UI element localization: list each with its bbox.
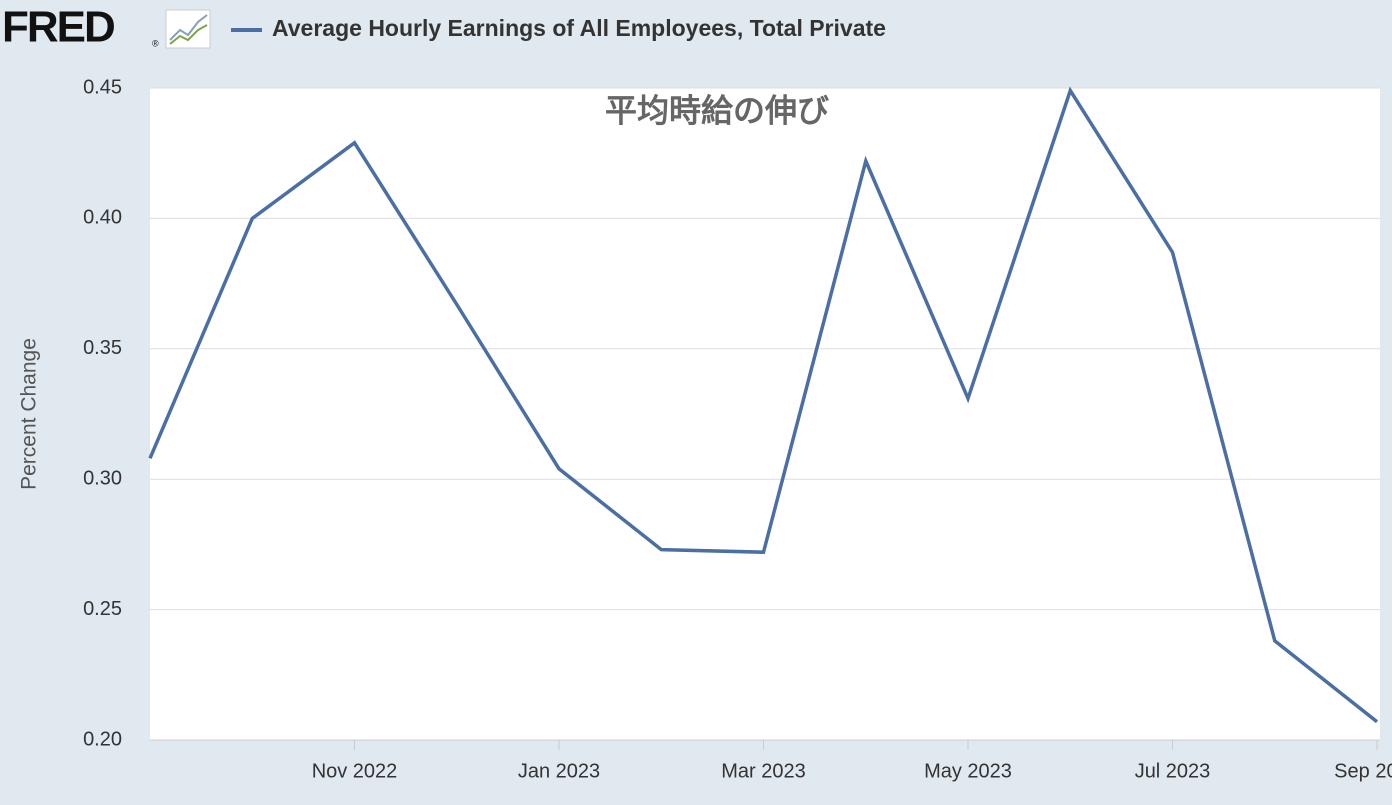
x-tick-label: Jan 2023	[518, 760, 600, 782]
y-tick-label: 0.45	[83, 76, 122, 98]
series-line	[148, 86, 1379, 724]
plot-area	[150, 88, 1380, 740]
logo: FRED	[2, 3, 114, 52]
y-tick-label: 0.20	[83, 728, 122, 750]
y-axis-label: Percent Change	[18, 338, 41, 490]
x-tick-label: Jul 2023	[1135, 760, 1211, 782]
x-tick-label: Nov 2022	[312, 760, 398, 782]
y-tick-label: 0.30	[83, 467, 122, 489]
x-tick-label: Mar 2023	[721, 760, 806, 782]
logo-mark: ®	[152, 38, 159, 48]
y-tick-label: 0.35	[83, 337, 122, 359]
logo-icon	[165, 9, 211, 49]
annotation: 平均時給の伸び	[605, 92, 829, 128]
legend-label: Average Hourly Earnings of All Employees…	[272, 15, 886, 41]
y-tick-label: 0.25	[83, 598, 122, 620]
x-tick-label: May 2023	[924, 760, 1012, 782]
x-tick-label: Sep 2023	[1334, 760, 1392, 782]
y-tick-label: 0.40	[83, 207, 122, 229]
